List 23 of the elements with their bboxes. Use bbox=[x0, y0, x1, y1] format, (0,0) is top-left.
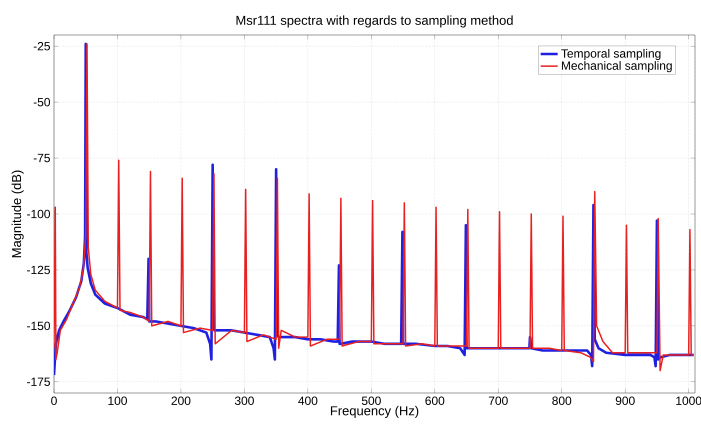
x-tick-label: 300 bbox=[234, 396, 254, 405]
legend-label: Mechanical sampling bbox=[562, 61, 672, 72]
x-tick-label: 700 bbox=[488, 396, 508, 405]
y-tick-label: -75 bbox=[34, 154, 50, 162]
y-axis-title: Magnitude (dB) bbox=[12, 170, 24, 258]
x-tick-label: 600 bbox=[425, 396, 444, 405]
y-tick-label: -25 bbox=[34, 42, 50, 50]
x-tick-label: 400 bbox=[298, 396, 318, 405]
x-tick-label: 0 bbox=[51, 396, 57, 405]
y-tick-label: -125 bbox=[27, 266, 50, 274]
x-tick-label: 100 bbox=[108, 396, 127, 405]
legend-label: Temporal sampling bbox=[561, 48, 660, 60]
x-tick-label: 900 bbox=[616, 396, 635, 405]
x-tick-label: 1000 bbox=[676, 396, 701, 405]
x-axis-title: Frequency (Hz) bbox=[330, 406, 418, 418]
y-tick-label: -100 bbox=[27, 210, 50, 218]
chart-title: Msr111 spectra with regards to sampling method bbox=[236, 15, 513, 28]
x-tick-label: 500 bbox=[362, 396, 381, 405]
y-tick-label: -50 bbox=[34, 98, 50, 106]
y-tick-label: -150 bbox=[27, 322, 50, 330]
y-tick-label: -175 bbox=[27, 378, 50, 386]
x-tick-label: 800 bbox=[552, 396, 572, 405]
x-tick-label: 200 bbox=[172, 396, 190, 405]
